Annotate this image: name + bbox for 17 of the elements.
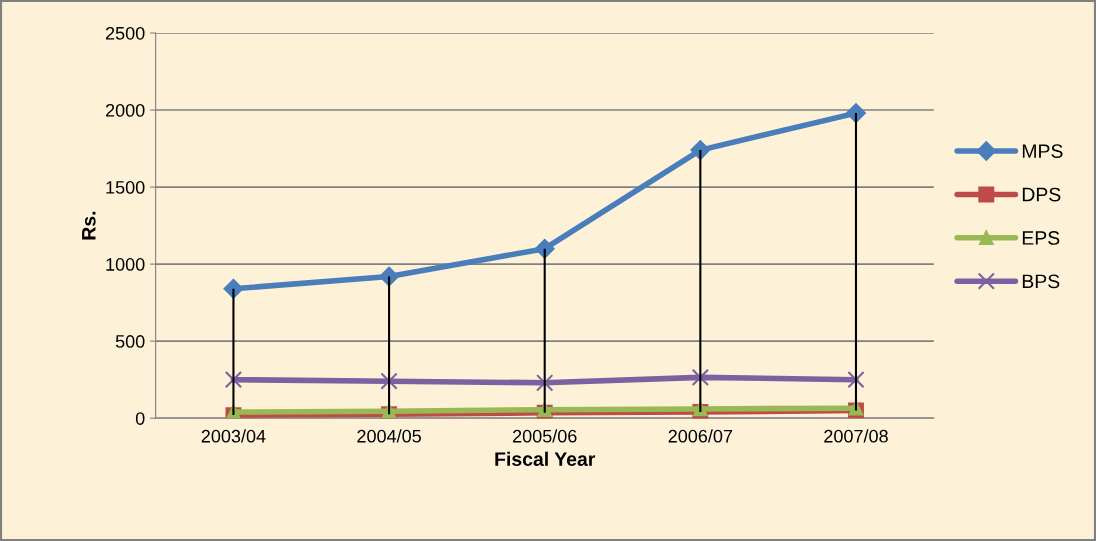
x-tick-label: 2006/07 (668, 429, 733, 443)
y-tick-label: 1000 (106, 258, 145, 271)
y-tick-label: 1500 (106, 181, 145, 194)
y-tick-label: 500 (115, 335, 145, 348)
y-axis-title: Rs. (82, 211, 96, 240)
x-tick-label: 2005/06 (512, 429, 577, 443)
x-axis-title: Fiscal Year (495, 451, 596, 466)
y-tick-label: 2000 (105, 103, 145, 117)
x-tick-label: 2007/08 (824, 429, 888, 443)
y-tick-label: 0 (135, 412, 145, 425)
x-tick-label: 2003/04 (201, 429, 266, 443)
legend-label: MPS (1022, 144, 1063, 159)
legend-label: BPS (1022, 274, 1060, 289)
legend-label: DPS (1022, 187, 1061, 202)
y-tick-label: 2500 (105, 26, 145, 40)
legend-label: EPS (1022, 231, 1060, 245)
x-tick-label: 2004/05 (357, 429, 421, 443)
